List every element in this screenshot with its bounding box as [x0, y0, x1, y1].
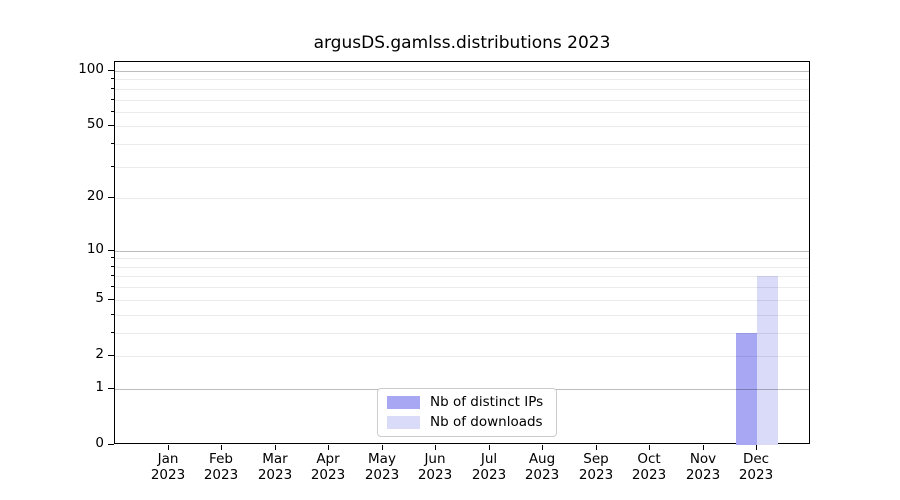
- y-minor-tick-mark-4: [111, 314, 114, 315]
- gridline-minor-3: [115, 333, 809, 334]
- y-tick-label-10: 10: [86, 241, 104, 257]
- y-minor-tick-mark-6: [111, 286, 114, 287]
- y-minor-tick-mark-9: [111, 257, 114, 258]
- gridline-minor-6: [115, 287, 809, 288]
- legend-swatch-downloads: [387, 416, 420, 429]
- x-tick-label-apr: Apr 2023: [310, 451, 346, 483]
- y-minor-tick-mark-30: [111, 166, 114, 167]
- x-tick-mark-nov: [703, 445, 704, 450]
- legend-box: Nb of distinct IPs Nb of downloads: [377, 388, 557, 437]
- y-tick-mark-10: [108, 250, 114, 251]
- y-tick-mark-0: [108, 444, 114, 445]
- y-tick-label-100: 100: [78, 61, 104, 77]
- x-tick-label-sep: Sep 2023: [578, 451, 614, 483]
- x-tick-label-mar: Mar 2023: [257, 451, 293, 483]
- chart-title: argusDS.gamlss.distributions 2023: [313, 33, 611, 53]
- y-tick-mark-1: [108, 388, 114, 389]
- gridline-minor-8: [115, 267, 809, 268]
- x-tick-mark-oct: [649, 445, 650, 450]
- y-minor-tick-mark-70: [111, 99, 114, 100]
- y-minor-tick-mark-60: [111, 111, 114, 112]
- x-tick-mark-feb: [221, 445, 222, 450]
- legend-label-downloads: Nb of downloads: [430, 414, 543, 430]
- x-tick-label-oct: Oct 2023: [631, 451, 667, 483]
- y-tick-label-0: 0: [95, 435, 104, 451]
- y-tick-label-20: 20: [86, 188, 104, 204]
- x-tick-mark-aug: [542, 445, 543, 450]
- x-tick-label-dec: Dec 2023: [738, 451, 774, 483]
- bar-distinct-ips-dec: [736, 332, 758, 445]
- x-tick-mark-sep: [596, 445, 597, 450]
- y-minor-tick-mark-3: [111, 332, 114, 333]
- y-tick-label-50: 50: [86, 116, 104, 132]
- y-minor-tick-mark-90: [111, 78, 114, 79]
- x-tick-label-jun: Jun 2023: [417, 451, 453, 483]
- gridline-minor-2: [115, 356, 809, 357]
- gridline-minor-7: [115, 276, 809, 277]
- gridline-minor-60: [115, 112, 809, 113]
- x-tick-label-jul: Jul 2023: [471, 451, 507, 483]
- legend-item-downloads: Nb of downloads: [387, 415, 556, 430]
- x-tick-mark-may: [382, 445, 383, 450]
- y-minor-tick-mark-80: [111, 88, 114, 89]
- y-tick-label-1: 1: [95, 379, 104, 395]
- bar-downloads-dec: [757, 276, 779, 445]
- y-tick-label-2: 2: [95, 346, 104, 362]
- plot-area: [114, 61, 810, 445]
- gridline-minor-90: [115, 79, 809, 80]
- x-tick-mark-jan: [168, 445, 169, 450]
- gridline-minor-9: [115, 258, 809, 259]
- x-tick-label-nov: Nov 2023: [685, 451, 721, 483]
- gridline-minor-50: [115, 126, 809, 127]
- x-tick-mark-dec: [756, 445, 757, 450]
- x-tick-label-may: May 2023: [364, 451, 400, 483]
- gridline-minor-70: [115, 100, 809, 101]
- x-tick-mark-jul: [489, 445, 490, 450]
- gridline-minor-40: [115, 144, 809, 145]
- y-tick-mark-2: [108, 355, 114, 356]
- gridline-minor-80: [115, 89, 809, 90]
- x-tick-mark-jun: [435, 445, 436, 450]
- y-minor-tick-mark-40: [111, 143, 114, 144]
- legend-label-distinct-ips: Nb of distinct IPs: [430, 394, 544, 410]
- y-tick-mark-100: [108, 70, 114, 71]
- x-tick-mark-mar: [275, 445, 276, 450]
- x-tick-mark-apr: [328, 445, 329, 450]
- y-tick-label-5: 5: [95, 290, 104, 306]
- gridline-major-10: [115, 251, 809, 252]
- gridline-minor-20: [115, 198, 809, 199]
- y-tick-mark-20: [108, 197, 114, 198]
- gridline-minor-30: [115, 167, 809, 168]
- gridline-minor-4: [115, 315, 809, 316]
- y-tick-mark-50: [108, 125, 114, 126]
- y-minor-tick-mark-8: [111, 266, 114, 267]
- y-minor-tick-mark-7: [111, 275, 114, 276]
- legend-swatch-distinct-ips: [387, 396, 420, 409]
- x-tick-label-feb: Feb 2023: [203, 451, 239, 483]
- y-tick-mark-5: [108, 299, 114, 300]
- x-tick-label-jan: Jan 2023: [150, 451, 186, 483]
- gridline-major-100: [115, 71, 809, 72]
- gridline-minor-5: [115, 300, 809, 301]
- legend-item-distinct-ips: Nb of distinct IPs: [387, 395, 556, 410]
- x-tick-label-aug: Aug 2023: [524, 451, 560, 483]
